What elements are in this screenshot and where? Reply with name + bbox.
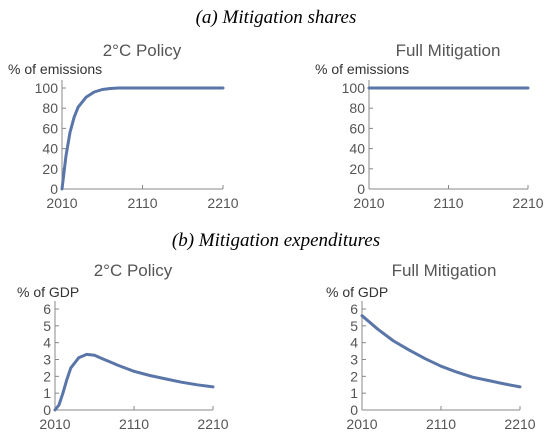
series-line	[360, 314, 522, 389]
x-tick-label: 2110	[426, 416, 456, 432]
y-tick-label: 40	[42, 141, 58, 157]
x-tick-label: 2210	[197, 416, 228, 432]
chart-panel-1: 2°C Policy% of emissions 0 20 40 60 80 100 2010…	[8, 41, 239, 211]
y-tick-label: 1	[350, 385, 358, 401]
chart-panel-2: Full Mitigation% of emissions 0 20 40 60 80 10…	[315, 41, 544, 211]
x-tick-label: 2110	[433, 195, 463, 211]
y-axis-label: % of GDP	[326, 284, 388, 300]
x-tick-label: 2110	[119, 416, 149, 432]
series-line	[53, 352, 215, 412]
y-tick-label: 80	[349, 100, 365, 116]
y-tick-label: 40	[349, 141, 365, 157]
x-tick-label: 2010	[353, 195, 384, 211]
y-tick-label: 0	[350, 402, 358, 418]
section-title-a: (a) Mitigation shares	[196, 7, 357, 28]
x-tick-label: 2210	[512, 195, 543, 211]
y-tick-label: 0	[43, 402, 51, 418]
y-tick-label: 4	[350, 335, 358, 351]
y-tick-label: 3	[43, 352, 51, 368]
chart-title: Full Mitigation	[396, 41, 501, 60]
series-line	[60, 86, 225, 191]
x-tick-label: 2010	[346, 416, 377, 432]
x-tick-label: 2110	[127, 195, 157, 211]
y-tick-label: 60	[349, 120, 365, 136]
y-tick-label: 6	[43, 301, 51, 317]
x-tick-label: 2010	[39, 416, 70, 432]
chart-title: Full Mitigation	[392, 261, 497, 280]
y-axis-label: % of emissions	[8, 61, 102, 77]
section-title-b: (b) Mitigation expenditures	[172, 230, 380, 251]
y-tick-label: 100	[342, 80, 366, 96]
y-tick-label: 20	[42, 161, 58, 177]
y-tick-label: 0	[50, 181, 58, 197]
x-tick-label: 2210	[207, 195, 238, 211]
y-tick-label: 1	[43, 385, 51, 401]
y-tick-label: 80	[42, 100, 58, 116]
y-tick-label: 20	[349, 161, 365, 177]
y-tick-label: 2	[350, 368, 358, 384]
y-axis-label: % of GDP	[17, 284, 79, 300]
y-tick-label: 5	[350, 318, 358, 334]
y-axis-label: % of emissions	[315, 61, 409, 77]
y-tick-label: 5	[43, 318, 51, 334]
y-tick-label: 100	[35, 80, 59, 96]
x-tick-label: 2010	[46, 195, 77, 211]
y-tick-label: 6	[350, 301, 358, 317]
y-tick-label: 3	[350, 352, 358, 368]
y-tick-label: 4	[43, 335, 51, 351]
y-tick-label: 60	[42, 120, 58, 136]
chart-title: 2°C Policy	[94, 261, 173, 280]
x-tick-label: 2210	[504, 416, 535, 432]
chart-title: 2°C Policy	[103, 41, 182, 60]
y-tick-label: 0	[357, 181, 365, 197]
y-tick-label: 2	[43, 368, 51, 384]
